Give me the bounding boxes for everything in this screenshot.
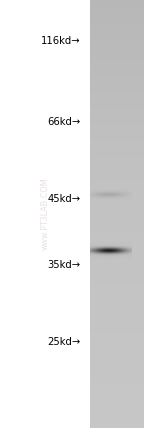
Text: 116kd→: 116kd→ [41,36,80,46]
Text: 66kd→: 66kd→ [47,117,80,127]
Text: 35kd→: 35kd→ [47,260,80,270]
Text: www.PT3LAB.COM: www.PT3LAB.COM [40,178,50,250]
Text: 25kd→: 25kd→ [47,337,80,348]
Text: 45kd→: 45kd→ [47,194,80,204]
